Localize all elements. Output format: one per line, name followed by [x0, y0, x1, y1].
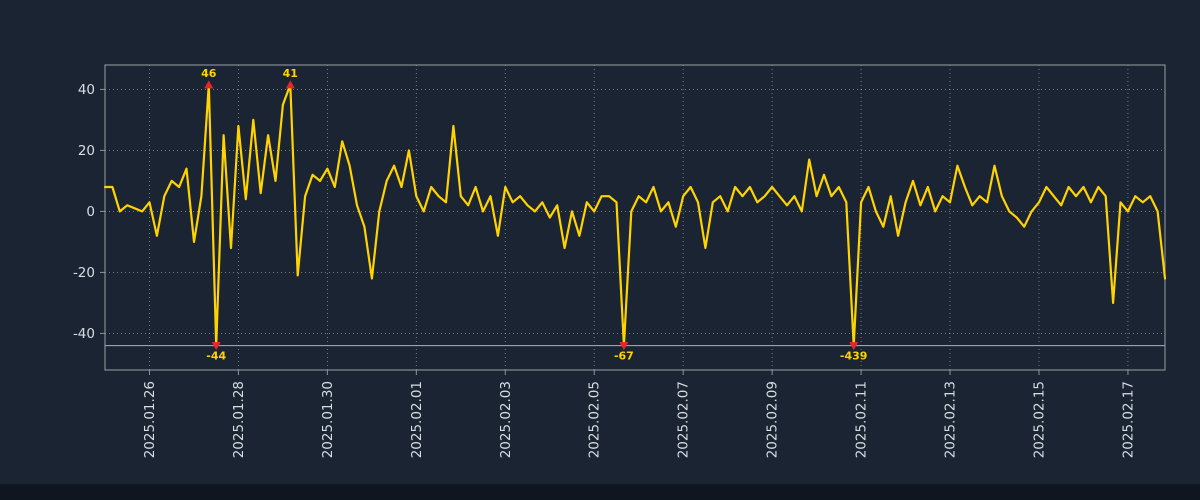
clip-marker [285, 80, 295, 89]
y-tick-label: 40 [78, 82, 95, 98]
annotation-label: 46 [201, 67, 217, 80]
x-tick-label: 2025.02.13 [943, 381, 959, 458]
annotation-label: 41 [283, 67, 298, 80]
x-tick-label: 2025.01.30 [320, 381, 336, 458]
x-tick-label: 2025.02.17 [1120, 381, 1136, 458]
y-tick-label: 0 [86, 204, 95, 220]
clip-marker [211, 342, 221, 351]
x-tick-label: 2025.01.28 [231, 381, 247, 458]
x-tick-label: 2025.02.07 [676, 381, 692, 458]
x-tick-label: 2025.02.09 [765, 381, 781, 458]
x-tick-label: 2025.01.26 [142, 381, 158, 458]
x-tick-label: 2025.02.03 [498, 381, 514, 458]
y-tick-label: -20 [73, 265, 95, 281]
x-tick-label: 2025.02.11 [854, 381, 870, 458]
clip-marker [204, 80, 214, 89]
y-tick-label: 20 [78, 143, 95, 159]
plot-border [104, 64, 1166, 371]
annotation-label: -67 [614, 350, 634, 363]
y-tick-label: -40 [73, 326, 95, 342]
x-tick-label: 2025.02.15 [1031, 381, 1047, 458]
footer-bar [0, 484, 1200, 500]
clip-marker [849, 342, 859, 351]
x-tick-label: 2025.02.01 [409, 381, 425, 458]
x-tick-label: 2025.02.05 [587, 381, 603, 458]
annotation-label: -439 [840, 350, 868, 363]
series-line [103, 83, 1167, 347]
annotation-label: -44 [206, 350, 226, 363]
clip-marker [619, 342, 629, 351]
